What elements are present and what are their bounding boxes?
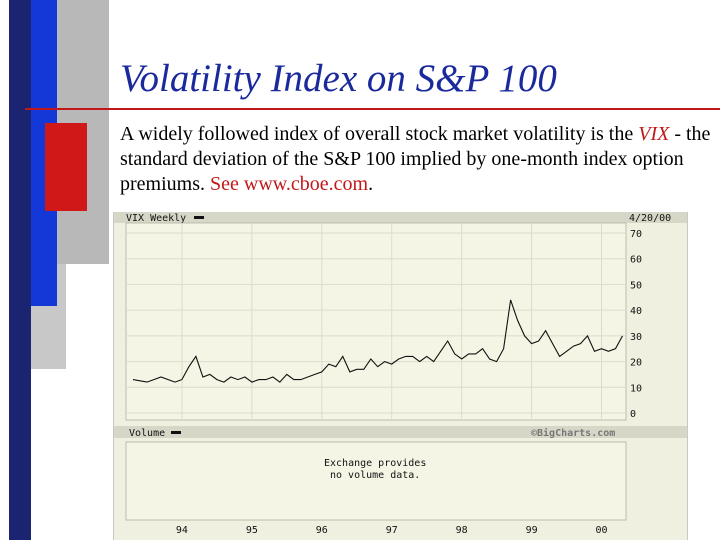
body-paragraph: A widely followed index of overall stock… [120, 122, 715, 197]
volume-label: Volume [129, 428, 165, 439]
series-line-vix [132, 299, 623, 383]
x-tick-label: 95 [246, 525, 258, 536]
x-tick-label: 98 [456, 525, 468, 536]
vix-chart: VIX Weekly 4/20/00 70 60 50 40 30 20 10 0 Volum… [113, 212, 688, 540]
body-text-intro: A widely followed index of overall stock… [120, 123, 639, 145]
grid [126, 223, 626, 520]
body-text-end: . [368, 173, 374, 195]
deco-red-block [45, 123, 87, 211]
deco-navy-bar [9, 0, 31, 540]
x-tick-label: 00 [596, 525, 608, 536]
chart-date-label: 4/20/00 [629, 213, 671, 224]
y-tick-label: 50 [630, 280, 642, 291]
x-tick-label: 97 [386, 525, 398, 536]
y-tick-label: 20 [630, 358, 642, 369]
volume-panel [125, 441, 627, 521]
chart-title: VIX Weekly [126, 213, 186, 224]
y-tick-label: 40 [630, 306, 642, 317]
y-tick-label: 0 [630, 409, 636, 420]
vix-term: VIX [638, 123, 670, 145]
volume-note-line1: Exchange provides [324, 458, 426, 469]
y-tick-label: 70 [630, 229, 642, 240]
y-tick-label: 10 [630, 383, 642, 394]
x-tick-label: 94 [176, 525, 188, 536]
x-tick-label: 96 [316, 525, 328, 536]
x-tick-label: 99 [526, 525, 538, 536]
y-tick-label: 60 [630, 255, 642, 266]
page-title: Volatility Index on S&P 100 [120, 57, 557, 100]
volume-header-band [114, 426, 687, 438]
volume-legend-swatch [171, 431, 181, 434]
vix-chart-svg: VIX Weekly 4/20/00 70 60 50 40 30 20 10 0 Volum… [114, 212, 687, 536]
y-axis-ticks: 70 60 50 40 30 20 10 0 [630, 229, 642, 420]
chart-title-legend-swatch [194, 216, 204, 219]
title-underline [25, 108, 720, 110]
cboe-link[interactable]: See www.cboe.com [210, 173, 369, 195]
volume-note-line2: no volume data. [330, 470, 420, 481]
body-text-mid: - the standard deviation of the S&P 100 … [120, 123, 711, 195]
plot-area [125, 222, 627, 421]
x-axis-ticks: 94 95 96 97 98 99 00 [176, 525, 608, 536]
watermark: ©BigCharts.com [531, 427, 615, 439]
chart-header-band [114, 212, 687, 223]
y-tick-label: 30 [630, 332, 642, 343]
